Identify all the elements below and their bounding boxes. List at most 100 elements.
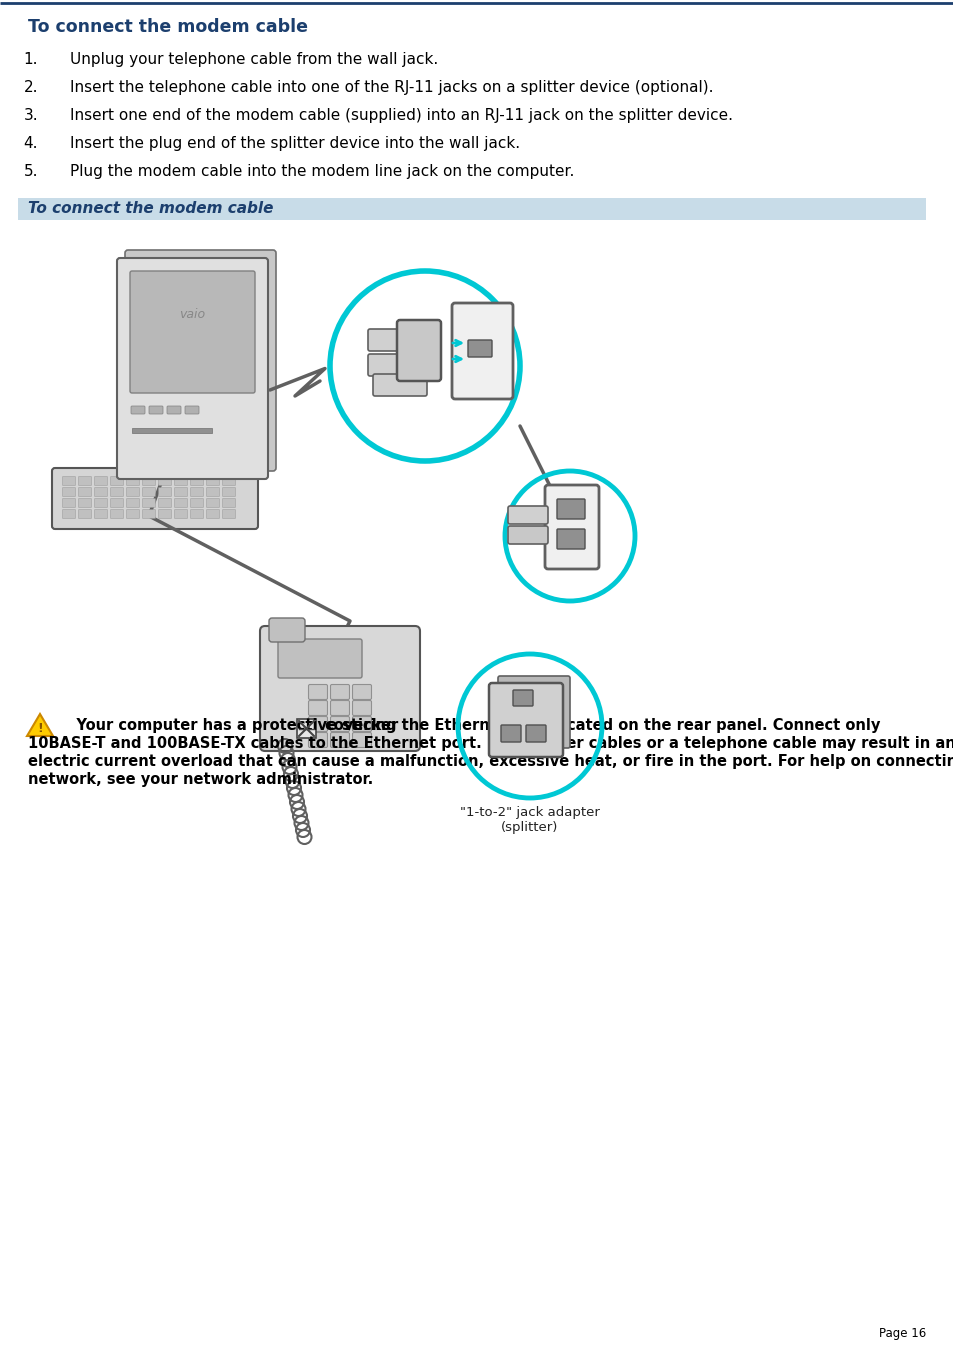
FancyBboxPatch shape bbox=[222, 488, 235, 497]
FancyBboxPatch shape bbox=[277, 639, 361, 678]
FancyBboxPatch shape bbox=[368, 354, 421, 376]
Text: 2.: 2. bbox=[24, 80, 38, 95]
FancyBboxPatch shape bbox=[206, 477, 219, 485]
FancyBboxPatch shape bbox=[222, 509, 235, 519]
FancyBboxPatch shape bbox=[78, 477, 91, 485]
FancyBboxPatch shape bbox=[260, 626, 419, 751]
Text: Unplug your telephone cable from the wall jack.: Unplug your telephone cable from the wal… bbox=[70, 51, 437, 68]
FancyBboxPatch shape bbox=[174, 499, 188, 508]
FancyBboxPatch shape bbox=[94, 509, 108, 519]
FancyBboxPatch shape bbox=[308, 685, 327, 700]
Text: covering the Ethernet port located on the rear panel. Connect only: covering the Ethernet port located on th… bbox=[319, 717, 880, 734]
Text: network, see your network administrator.: network, see your network administrator. bbox=[28, 771, 373, 788]
FancyBboxPatch shape bbox=[330, 701, 349, 716]
Text: To connect the modem cable: To connect the modem cable bbox=[28, 18, 308, 36]
Text: Insert one end of the modem cable (supplied) into an RJ-11 jack on the splitter : Insert one end of the modem cable (suppl… bbox=[70, 108, 732, 123]
FancyBboxPatch shape bbox=[525, 725, 545, 742]
FancyBboxPatch shape bbox=[452, 303, 513, 399]
FancyBboxPatch shape bbox=[158, 477, 172, 485]
FancyBboxPatch shape bbox=[330, 716, 349, 731]
FancyBboxPatch shape bbox=[507, 526, 547, 544]
FancyBboxPatch shape bbox=[63, 499, 75, 508]
FancyBboxPatch shape bbox=[368, 330, 421, 351]
FancyBboxPatch shape bbox=[507, 507, 547, 524]
FancyBboxPatch shape bbox=[78, 499, 91, 508]
FancyBboxPatch shape bbox=[352, 701, 371, 716]
FancyBboxPatch shape bbox=[63, 509, 75, 519]
Text: 3.: 3. bbox=[24, 108, 38, 123]
FancyBboxPatch shape bbox=[191, 509, 203, 519]
FancyBboxPatch shape bbox=[468, 340, 492, 357]
Text: Your computer has a protective sticker: Your computer has a protective sticker bbox=[56, 717, 397, 734]
FancyBboxPatch shape bbox=[94, 477, 108, 485]
FancyBboxPatch shape bbox=[142, 499, 155, 508]
FancyBboxPatch shape bbox=[149, 407, 163, 413]
FancyBboxPatch shape bbox=[222, 477, 235, 485]
Text: Insert the plug end of the splitter device into the wall jack.: Insert the plug end of the splitter devi… bbox=[70, 136, 519, 151]
FancyBboxPatch shape bbox=[127, 499, 139, 508]
FancyBboxPatch shape bbox=[78, 509, 91, 519]
FancyBboxPatch shape bbox=[191, 488, 203, 497]
FancyBboxPatch shape bbox=[191, 477, 203, 485]
FancyBboxPatch shape bbox=[167, 407, 181, 413]
Text: Page 16: Page 16 bbox=[878, 1327, 925, 1340]
Text: 1.: 1. bbox=[24, 51, 38, 68]
FancyBboxPatch shape bbox=[174, 488, 188, 497]
FancyBboxPatch shape bbox=[158, 488, 172, 497]
FancyBboxPatch shape bbox=[18, 199, 925, 220]
FancyBboxPatch shape bbox=[111, 477, 123, 485]
FancyBboxPatch shape bbox=[94, 499, 108, 508]
FancyBboxPatch shape bbox=[489, 684, 562, 757]
FancyBboxPatch shape bbox=[142, 488, 155, 497]
FancyBboxPatch shape bbox=[174, 477, 188, 485]
FancyBboxPatch shape bbox=[142, 509, 155, 519]
Text: !: ! bbox=[37, 723, 43, 735]
FancyBboxPatch shape bbox=[132, 428, 212, 434]
FancyBboxPatch shape bbox=[142, 477, 155, 485]
FancyBboxPatch shape bbox=[125, 250, 275, 471]
Text: (splitter): (splitter) bbox=[500, 821, 558, 834]
Polygon shape bbox=[27, 713, 53, 736]
Text: vaio: vaio bbox=[179, 308, 205, 322]
Text: electric current overload that can cause a malfunction, excessive heat, or fire : electric current overload that can cause… bbox=[28, 754, 953, 769]
Text: Insert the telephone cable into one of the RJ-11 jacks on a splitter device (opt: Insert the telephone cable into one of t… bbox=[70, 80, 713, 95]
FancyBboxPatch shape bbox=[513, 690, 533, 707]
FancyBboxPatch shape bbox=[557, 530, 584, 549]
FancyBboxPatch shape bbox=[174, 509, 188, 519]
Text: 4.: 4. bbox=[24, 136, 38, 151]
FancyBboxPatch shape bbox=[191, 499, 203, 508]
FancyBboxPatch shape bbox=[269, 617, 305, 642]
FancyBboxPatch shape bbox=[352, 732, 371, 747]
FancyBboxPatch shape bbox=[222, 499, 235, 508]
FancyBboxPatch shape bbox=[94, 488, 108, 497]
FancyBboxPatch shape bbox=[111, 499, 123, 508]
Text: 10BASE-T and 100BASE-TX cables to the Ethernet port. Using other cables or a tel: 10BASE-T and 100BASE-TX cables to the Et… bbox=[28, 736, 953, 751]
FancyBboxPatch shape bbox=[130, 272, 254, 393]
FancyBboxPatch shape bbox=[373, 374, 427, 396]
FancyBboxPatch shape bbox=[330, 685, 349, 700]
FancyBboxPatch shape bbox=[396, 320, 440, 381]
FancyBboxPatch shape bbox=[308, 701, 327, 716]
FancyBboxPatch shape bbox=[78, 488, 91, 497]
FancyBboxPatch shape bbox=[158, 499, 172, 508]
FancyBboxPatch shape bbox=[63, 488, 75, 497]
FancyBboxPatch shape bbox=[308, 732, 327, 747]
Text: "1-to-2" jack adapter: "1-to-2" jack adapter bbox=[459, 807, 599, 819]
FancyBboxPatch shape bbox=[557, 499, 584, 519]
FancyBboxPatch shape bbox=[111, 488, 123, 497]
Text: Plug the modem cable into the modem line jack on the computer.: Plug the modem cable into the modem line… bbox=[70, 163, 574, 178]
FancyBboxPatch shape bbox=[185, 407, 199, 413]
FancyBboxPatch shape bbox=[206, 499, 219, 508]
FancyBboxPatch shape bbox=[127, 488, 139, 497]
FancyBboxPatch shape bbox=[206, 509, 219, 519]
FancyBboxPatch shape bbox=[544, 485, 598, 569]
FancyBboxPatch shape bbox=[52, 467, 257, 530]
Text: 5.: 5. bbox=[24, 163, 38, 178]
FancyBboxPatch shape bbox=[131, 407, 145, 413]
FancyBboxPatch shape bbox=[352, 685, 371, 700]
FancyBboxPatch shape bbox=[497, 676, 569, 748]
FancyBboxPatch shape bbox=[352, 716, 371, 731]
FancyBboxPatch shape bbox=[330, 732, 349, 747]
FancyBboxPatch shape bbox=[500, 725, 520, 742]
FancyBboxPatch shape bbox=[127, 509, 139, 519]
